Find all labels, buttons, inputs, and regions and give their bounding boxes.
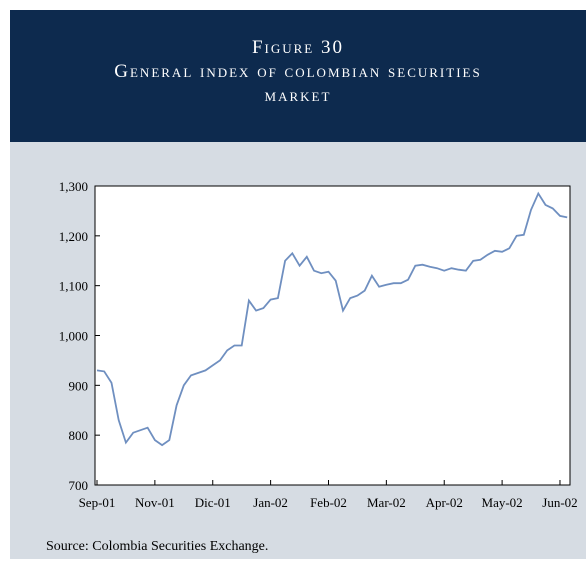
y-tick-label: 800 [69,428,89,443]
x-tick-label: Jun-02 [542,495,577,510]
y-tick-label: 1,300 [59,179,88,194]
y-tick-label: 1,100 [59,279,88,294]
x-tick-label: Feb-02 [310,495,347,510]
x-tick-label: Mar-02 [367,495,406,510]
header-band [10,10,586,142]
x-tick-label: May-02 [482,495,523,510]
y-tick-label: 700 [69,478,89,493]
y-tick-label: 900 [69,378,89,393]
x-tick-label: Sep-01 [79,495,116,510]
chart-subtitle-line1: General index of colombian securities [114,61,481,82]
chart-subtitle-line2: market [265,85,332,106]
chart-title: Figure 30 [252,37,344,58]
x-tick-label: Apr-02 [426,495,463,510]
y-tick-label: 1,000 [59,329,88,344]
series-line [96,191,568,447]
x-tick-label: Nov-01 [135,495,175,510]
x-tick-label: Dic-01 [195,495,231,510]
x-tick-label: Jan-02 [253,495,288,510]
y-tick-label: 1,200 [59,229,88,244]
source-note: Source: Colombia Securities Exchange. [46,539,268,554]
plot-area [94,185,571,486]
